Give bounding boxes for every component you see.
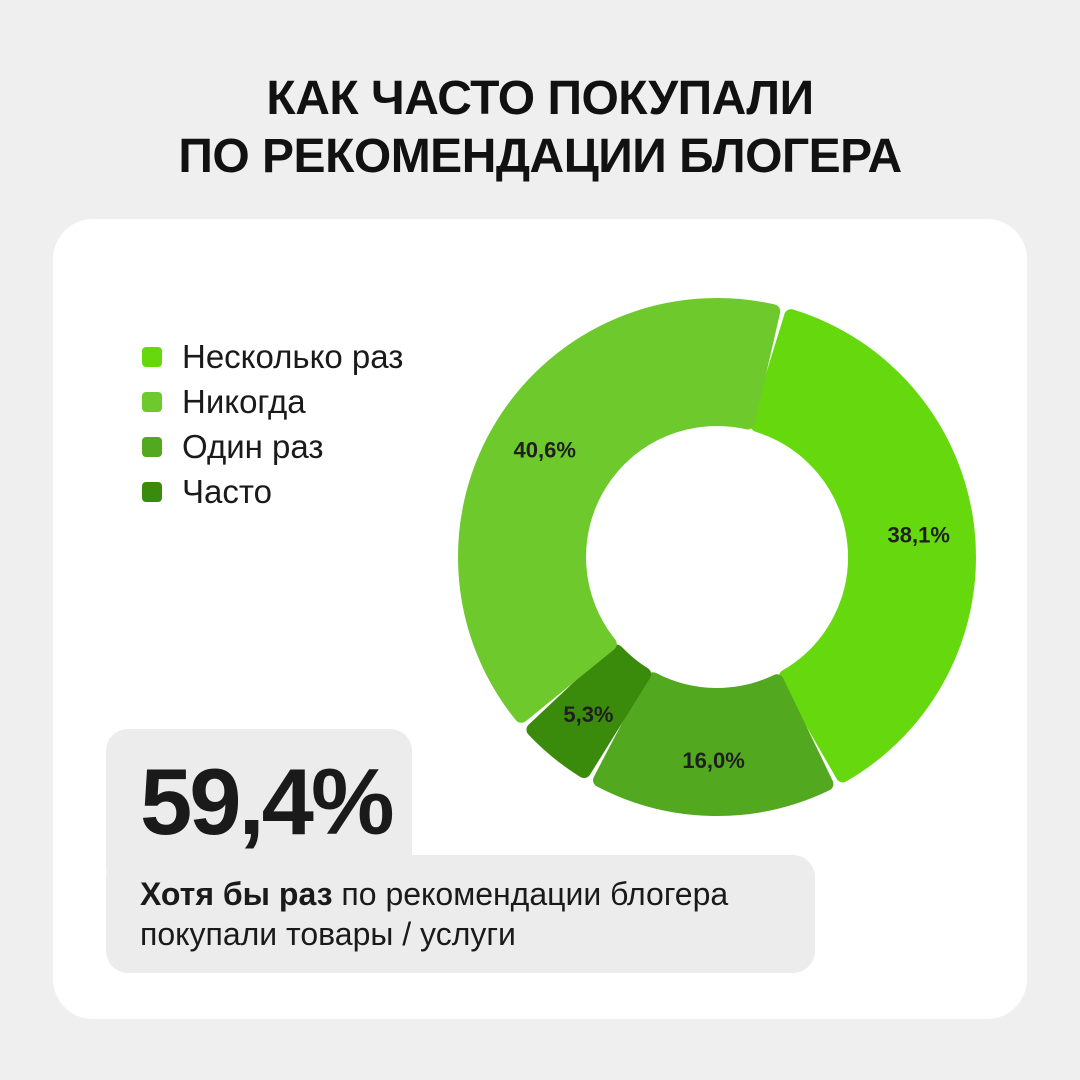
donut-slice [458, 298, 781, 723]
slice-label: 40,6% [514, 438, 576, 463]
donut-slice [750, 309, 976, 783]
stat-box-bottom [106, 855, 815, 973]
legend-item-neskolko-raz: Несколько раз [142, 334, 403, 379]
stat-caption: Хотя бы раз по рекомендации блогера поку… [140, 874, 800, 954]
slice-label: 16,0% [682, 748, 744, 773]
legend-label: Никогда [182, 382, 306, 420]
legend-item-chasto: Часто [142, 469, 403, 514]
donut-slice [526, 644, 652, 779]
legend-label: Часто [182, 472, 272, 510]
legend: Несколько раз Никогда Один раз Часто [142, 334, 403, 514]
legend-swatch [142, 481, 162, 502]
legend-label: Один раз [182, 427, 324, 465]
title-line-2: ПО РЕКОМЕНДАЦИИ БЛОГЕРА [178, 130, 902, 183]
stat-value: 59,4% [140, 749, 395, 854]
slice-label: 5,3% [563, 702, 613, 727]
stat-caption-rest: по рекомендации блогера покупали товары … [140, 876, 729, 952]
legend-item-odin-raz: Один раз [142, 424, 403, 469]
legend-swatch [142, 346, 162, 367]
donut-slice [593, 672, 834, 816]
legend-swatch [142, 391, 162, 412]
legend-item-nikogda: Никогда [142, 379, 403, 424]
stat-caption-bold: Хотя бы раз [140, 876, 333, 912]
chart-title: КАК ЧАСТО ПОКУПАЛИ ПО РЕКОМЕНДАЦИИ БЛОГЕ… [0, 70, 1080, 186]
legend-label: Несколько раз [182, 337, 404, 375]
title-line-1: КАК ЧАСТО ПОКУПАЛИ [266, 72, 814, 125]
slice-label: 38,1% [888, 522, 950, 547]
legend-swatch [142, 436, 162, 457]
